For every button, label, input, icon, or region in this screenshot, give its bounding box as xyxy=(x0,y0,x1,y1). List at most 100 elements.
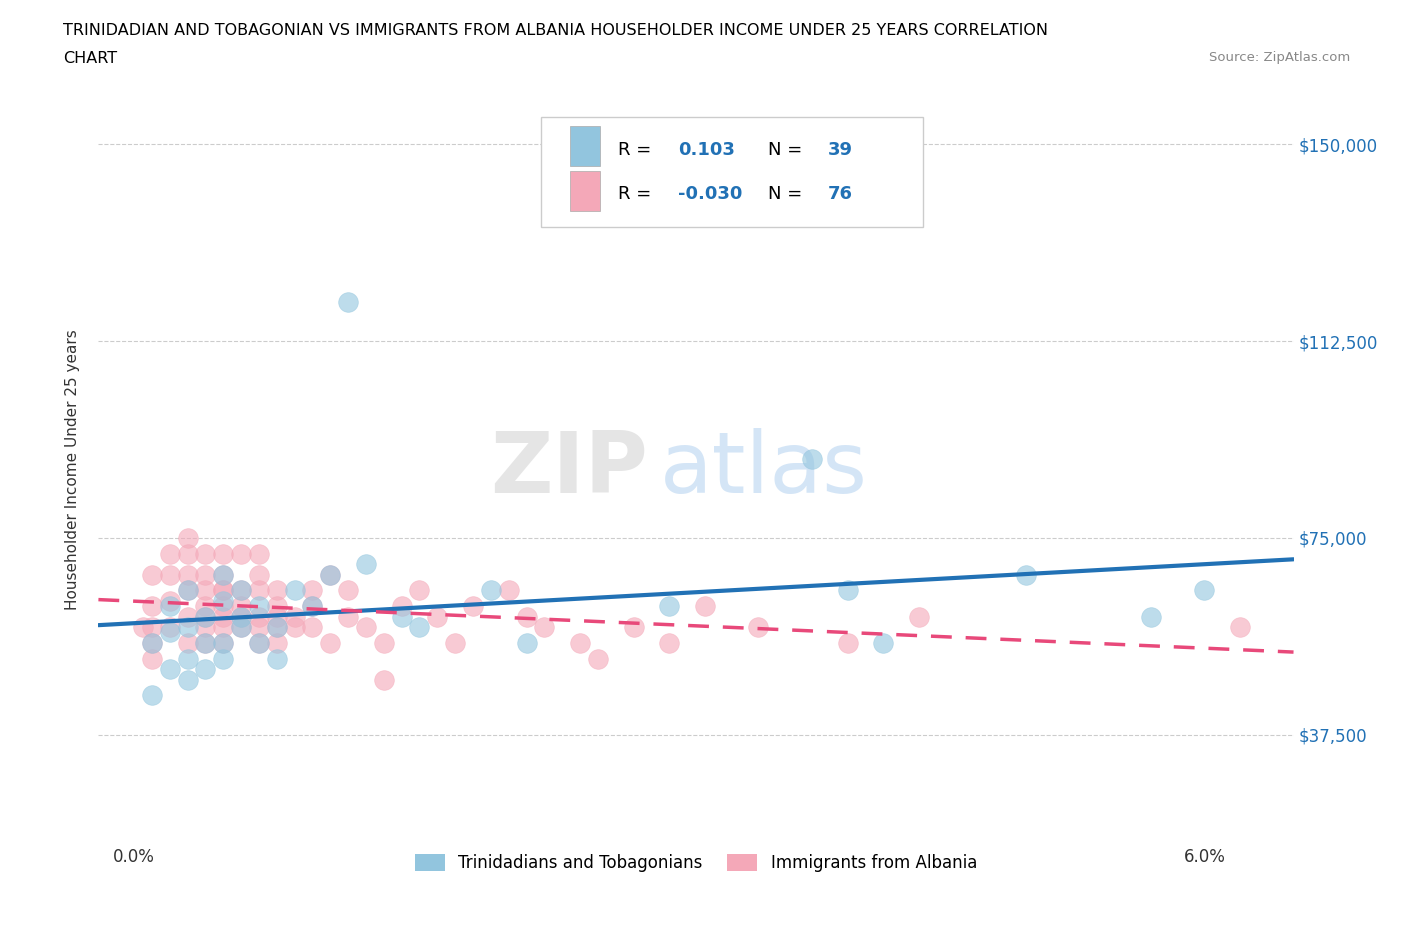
Point xyxy=(373,672,395,687)
Point xyxy=(176,546,198,561)
Point xyxy=(247,609,270,624)
Text: N =: N = xyxy=(768,185,807,204)
Point xyxy=(194,635,217,650)
Point xyxy=(319,567,342,582)
Point xyxy=(141,688,163,703)
Point xyxy=(176,609,198,624)
Point xyxy=(247,583,270,598)
Point xyxy=(1015,567,1038,582)
Point xyxy=(658,635,681,650)
Point xyxy=(337,609,360,624)
Point xyxy=(408,583,430,598)
Point xyxy=(872,635,894,650)
Point xyxy=(176,530,198,545)
Point xyxy=(212,619,235,634)
Point xyxy=(229,619,252,634)
Point xyxy=(212,651,235,666)
Point xyxy=(212,593,235,608)
Point xyxy=(1194,583,1216,598)
Point xyxy=(391,609,413,624)
Point xyxy=(301,599,323,614)
Point xyxy=(132,619,155,634)
Point xyxy=(623,619,645,634)
Point xyxy=(159,599,181,614)
Point xyxy=(212,599,235,614)
Point xyxy=(159,625,181,640)
Text: 39: 39 xyxy=(827,140,852,158)
Point xyxy=(658,599,681,614)
Point xyxy=(176,583,198,598)
Point xyxy=(194,661,217,676)
Point xyxy=(266,619,288,634)
Point xyxy=(515,609,537,624)
Point xyxy=(586,651,609,666)
Point xyxy=(426,609,449,624)
Point xyxy=(212,583,235,598)
Point xyxy=(229,583,252,598)
Point xyxy=(194,567,217,582)
Point xyxy=(1140,609,1163,624)
FancyBboxPatch shape xyxy=(571,126,600,166)
Point xyxy=(337,583,360,598)
Text: Source: ZipAtlas.com: Source: ZipAtlas.com xyxy=(1209,51,1350,64)
Point xyxy=(354,557,377,572)
Point xyxy=(266,635,288,650)
Point xyxy=(247,635,270,650)
Point xyxy=(141,599,163,614)
Point xyxy=(194,599,217,614)
Point xyxy=(908,609,931,624)
FancyBboxPatch shape xyxy=(571,170,600,211)
Point xyxy=(247,619,270,634)
Point xyxy=(337,294,360,309)
Point xyxy=(444,635,467,650)
Point xyxy=(212,635,235,650)
Point xyxy=(229,599,252,614)
Point xyxy=(229,609,252,624)
Point xyxy=(837,635,859,650)
Text: N =: N = xyxy=(768,140,807,158)
Point xyxy=(408,619,430,634)
Point xyxy=(693,599,716,614)
Point xyxy=(247,635,270,650)
Point xyxy=(800,452,823,467)
Point xyxy=(212,583,235,598)
Point xyxy=(266,583,288,598)
Point xyxy=(159,546,181,561)
Point xyxy=(319,567,342,582)
Point xyxy=(141,651,163,666)
Point xyxy=(354,619,377,634)
Point xyxy=(159,661,181,676)
Text: atlas: atlas xyxy=(661,428,868,512)
Point xyxy=(141,635,163,650)
Point xyxy=(176,635,198,650)
Point xyxy=(284,619,307,634)
Point xyxy=(391,599,413,614)
Text: R =: R = xyxy=(619,185,657,204)
Point xyxy=(212,567,235,582)
Point xyxy=(479,583,502,598)
Point xyxy=(266,651,288,666)
Text: TRINIDADIAN AND TOBAGONIAN VS IMMIGRANTS FROM ALBANIA HOUSEHOLDER INCOME UNDER 2: TRINIDADIAN AND TOBAGONIAN VS IMMIGRANTS… xyxy=(63,23,1049,38)
Point xyxy=(373,635,395,650)
Text: 76: 76 xyxy=(827,185,852,204)
Point xyxy=(212,635,235,650)
Point xyxy=(301,619,323,634)
Point xyxy=(212,567,235,582)
Text: -0.030: -0.030 xyxy=(678,185,742,204)
Point xyxy=(284,609,307,624)
Point xyxy=(515,635,537,650)
Point xyxy=(461,599,484,614)
Point xyxy=(229,583,252,598)
Point xyxy=(159,619,181,634)
Point xyxy=(176,567,198,582)
Point xyxy=(284,583,307,598)
Point xyxy=(212,546,235,561)
Point xyxy=(194,609,217,624)
Point xyxy=(176,583,198,598)
Point xyxy=(747,619,769,634)
Point xyxy=(176,672,198,687)
Point xyxy=(498,583,520,598)
Point xyxy=(266,619,288,634)
Point xyxy=(319,635,342,650)
Text: R =: R = xyxy=(619,140,657,158)
